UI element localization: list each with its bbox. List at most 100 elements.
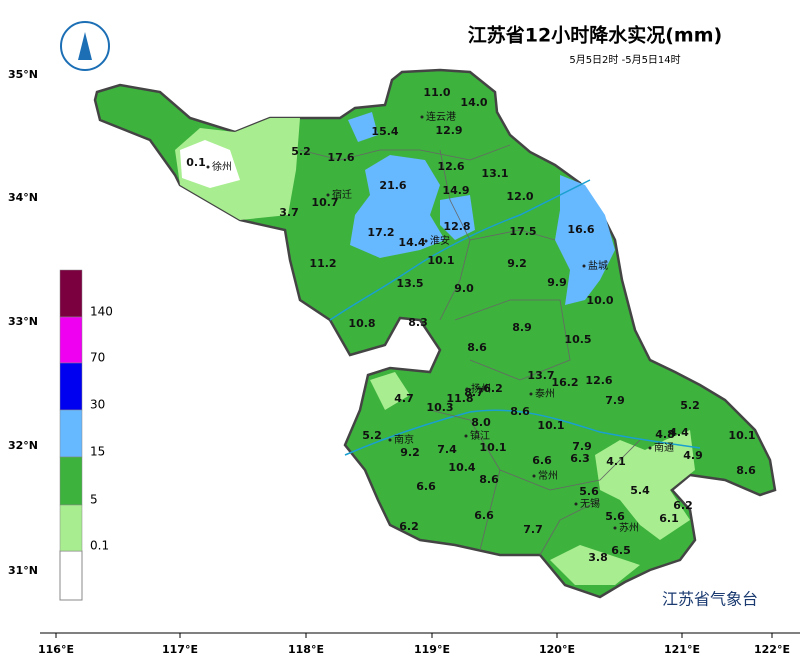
station-value: 12.8 [443, 220, 470, 233]
lat-label: 32°N [8, 439, 38, 452]
heavy-area-hongze [350, 155, 445, 258]
heavy-area-north [348, 112, 378, 142]
station-value: 13.7 [527, 369, 554, 382]
station-value: 3.7 [279, 206, 299, 219]
city-dot [424, 239, 428, 243]
lat-label: 31°N [8, 564, 38, 577]
station-value: 6.1 [659, 512, 679, 525]
legend-label: 140 [90, 305, 113, 319]
station-value: 10.1 [728, 429, 755, 442]
station-value: 10.0 [586, 294, 613, 307]
city-name: 连云港 [426, 110, 456, 123]
station-value: 17.5 [509, 225, 536, 238]
city-dot [420, 115, 424, 119]
station-value: 4.7 [394, 392, 414, 405]
station-value: 17.2 [367, 226, 394, 239]
station-value: 16.2 [551, 376, 578, 389]
light-rain-southeast [595, 430, 695, 540]
logo-icon [78, 32, 92, 60]
station-value: 8.6 [736, 464, 756, 477]
station-value: 14.4 [398, 236, 425, 249]
light-rain-south [550, 545, 640, 585]
station-value: 10.7 [311, 196, 338, 209]
legend-swatch [59, 362, 83, 411]
legend-label: 30 [90, 398, 105, 412]
city-dot [613, 526, 617, 530]
station-value: 8.6 [510, 405, 530, 418]
legend-label: 0.1 [90, 539, 109, 553]
station-value: 16.6 [567, 223, 594, 236]
station-value: 4.1 [606, 455, 626, 468]
city-dot [388, 438, 392, 442]
station-value: 7.7 [523, 523, 543, 536]
lon-label: 118°E [288, 643, 324, 656]
station-value: 4.9 [683, 449, 703, 462]
legend-swatch [59, 456, 83, 506]
station-value: 11.8 [446, 392, 473, 405]
lat-label: 33°N [8, 315, 38, 328]
legend-label: 15 [90, 445, 105, 459]
station-value: 5.2 [291, 145, 311, 158]
city-name: 南京 [394, 433, 414, 446]
station-value: 8.7 [464, 386, 484, 399]
city-dot [648, 446, 652, 450]
station-value: 15.4 [371, 125, 398, 138]
station-value: 7.9 [605, 394, 625, 407]
lat-label: 35°N [8, 68, 38, 81]
river [329, 179, 591, 321]
boundary [539, 499, 601, 556]
station-value: 4.8 [655, 428, 675, 441]
station-value: 5.2 [680, 399, 700, 412]
station-value: 5.6 [605, 510, 625, 523]
station-value: 8.3 [408, 316, 428, 329]
station-value: 5.2 [362, 429, 382, 442]
station-value: 6.5 [611, 544, 631, 557]
boundaries [299, 144, 641, 556]
station-value: 8.9 [512, 321, 532, 334]
rivers [329, 179, 701, 456]
light-rain-west-south [370, 372, 410, 410]
station-value: 10.3 [426, 401, 453, 414]
station-value: 9.0 [454, 282, 474, 295]
lon-label: 116°E [38, 643, 74, 656]
lon-label: 120°E [539, 643, 575, 656]
lon-label: 117°E [162, 643, 198, 656]
city-dot [326, 193, 330, 197]
legend-label: 5 [90, 493, 98, 507]
station-value: 3.8 [588, 551, 608, 564]
station-value: 6.6 [532, 454, 552, 467]
station-value: 13.5 [396, 277, 423, 290]
trace-area [180, 140, 240, 188]
lon-label: 121°E [664, 643, 700, 656]
river [344, 409, 701, 456]
legend-swatch-lowest [59, 550, 83, 601]
boundary [469, 229, 556, 241]
title: 江苏省12小时降水实况(mm) [468, 24, 722, 47]
lat-label: 34°N [8, 191, 38, 204]
station-value: 4.4 [669, 426, 689, 439]
station-value: 11.0 [423, 86, 450, 99]
station-value: 8.6 [467, 341, 487, 354]
city-dot [464, 434, 468, 438]
station-value: 10.1 [537, 419, 564, 432]
station-value: 6.3 [570, 452, 590, 465]
city-name: 徐州 [212, 160, 232, 173]
city-name: 泰州 [535, 387, 555, 400]
city-name: 盐城 [588, 259, 608, 272]
station-value: 12.6 [585, 374, 612, 387]
city-name: 宿迁 [332, 188, 352, 201]
city-dot [206, 165, 210, 169]
station-value: 14.0 [460, 96, 487, 109]
legend-swatch [59, 409, 83, 458]
boundary [299, 144, 511, 161]
city-name: 无锡 [580, 497, 600, 510]
city-name: 镇江 [470, 429, 490, 442]
station-value: 12.9 [435, 124, 462, 137]
boundary [429, 409, 501, 551]
station-value: 10.1 [427, 254, 454, 267]
station-value: 5.6 [579, 485, 599, 498]
station-value: 12.0 [506, 190, 533, 203]
station-value: 13.1 [481, 167, 508, 180]
legend-swatch [59, 504, 83, 552]
